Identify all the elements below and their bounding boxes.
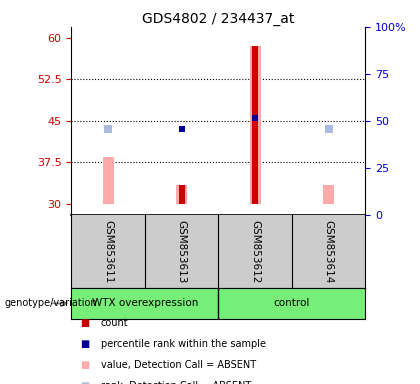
- Text: control: control: [274, 298, 310, 308]
- Text: GSM853612: GSM853612: [250, 220, 260, 283]
- Bar: [102, 157, 114, 204]
- Text: WTX overexpression: WTX overexpression: [92, 298, 198, 308]
- Text: value, Detection Call = ABSENT: value, Detection Call = ABSENT: [101, 360, 256, 370]
- Bar: [176, 185, 187, 204]
- Text: percentile rank within the sample: percentile rank within the sample: [101, 339, 266, 349]
- Bar: [252, 46, 258, 204]
- Bar: [249, 46, 261, 204]
- Text: GSM853611: GSM853611: [103, 220, 113, 283]
- Text: GSM853613: GSM853613: [177, 220, 186, 283]
- Text: rank, Detection Call = ABSENT: rank, Detection Call = ABSENT: [101, 381, 251, 384]
- Text: ■: ■: [80, 381, 89, 384]
- Text: ■: ■: [80, 339, 89, 349]
- Text: ■: ■: [80, 318, 89, 328]
- Text: genotype/variation: genotype/variation: [4, 298, 97, 308]
- Text: count: count: [101, 318, 129, 328]
- Text: ■: ■: [80, 360, 89, 370]
- Title: GDS4802 / 234437_at: GDS4802 / 234437_at: [142, 12, 294, 26]
- Bar: [179, 185, 185, 204]
- Text: GSM853614: GSM853614: [324, 220, 333, 283]
- Bar: [323, 185, 334, 204]
